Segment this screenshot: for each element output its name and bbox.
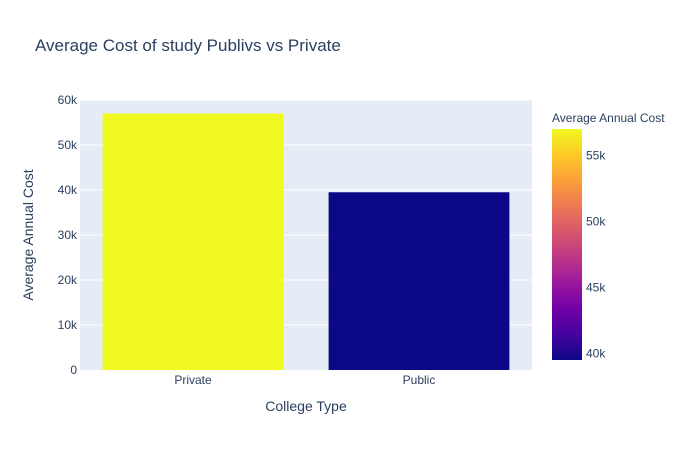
y-tick-label: 60k bbox=[58, 93, 78, 107]
bar-public bbox=[328, 192, 510, 370]
x-axis-ticks: Private Public bbox=[174, 373, 435, 387]
colorbar-title: Average Annual Cost bbox=[552, 111, 665, 125]
y-axis-ticks: 0 10k 20k 30k 40k 50k 60k bbox=[58, 93, 78, 377]
x-tick-label: Public bbox=[403, 373, 436, 387]
colorbar bbox=[552, 129, 582, 360]
y-tick-label: 40k bbox=[58, 183, 78, 197]
bars bbox=[102, 113, 510, 370]
y-tick-label: 0 bbox=[70, 363, 77, 377]
y-axis-label: Average Annual Cost bbox=[20, 169, 36, 300]
colorbar-tick-label: 55k bbox=[586, 148, 606, 162]
y-tick-label: 10k bbox=[58, 318, 78, 332]
bar-private bbox=[102, 113, 284, 370]
colorbar-tick-label: 50k bbox=[586, 214, 606, 228]
chart-title: Average Cost of study Publivs vs Private bbox=[35, 36, 341, 55]
y-tick-label: 30k bbox=[58, 228, 78, 242]
colorbar-tick-label: 45k bbox=[586, 280, 606, 294]
x-axis-label: College Type bbox=[265, 398, 347, 414]
colorbar-tick-label: 40k bbox=[586, 346, 606, 360]
y-tick-label: 50k bbox=[58, 138, 78, 152]
y-tick-label: 20k bbox=[58, 273, 78, 287]
x-tick-label: Private bbox=[174, 373, 212, 387]
colorbar-ticks: 40k 45k 50k 55k bbox=[586, 148, 606, 360]
